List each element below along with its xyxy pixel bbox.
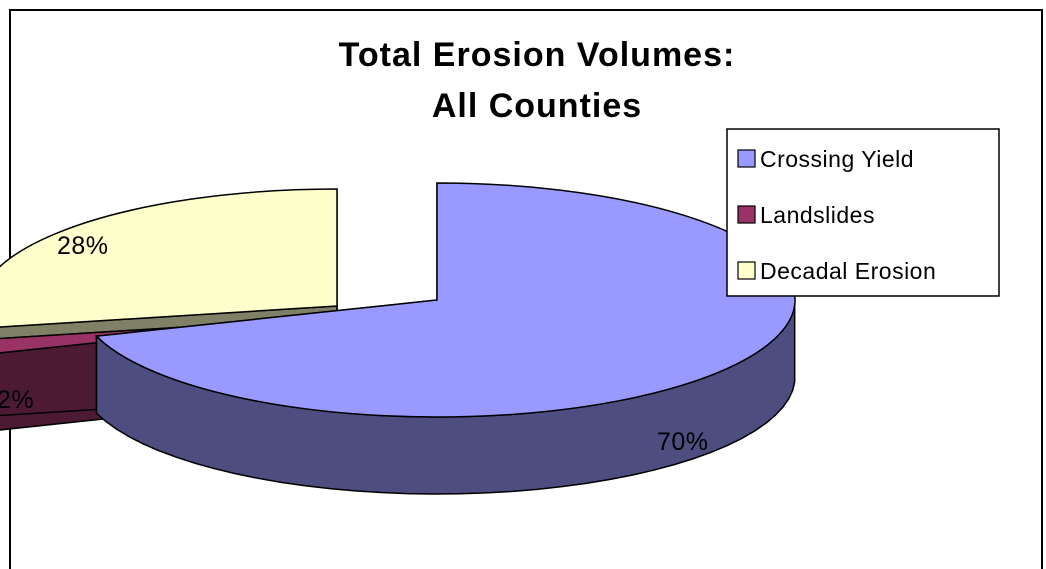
legend-swatch-crossing-yield xyxy=(737,149,756,168)
legend-label-landslides: Landslides xyxy=(760,202,875,228)
legend-box xyxy=(726,128,1000,297)
slice-top-decadal-erosion xyxy=(0,188,338,328)
pie-slices xyxy=(0,182,796,495)
data-label-crossing-yield: 70% xyxy=(657,428,709,456)
data-label-decadal-erosion: 28% xyxy=(57,232,109,260)
slice-top-crossing-yield xyxy=(94,182,796,418)
legend: Crossing Yield Landslides Decadal Erosio… xyxy=(726,128,1000,297)
legend-label-decadal-erosion: Decadal Erosion xyxy=(760,258,936,284)
slice-top-landslides xyxy=(0,317,330,354)
legend-label-crossing-yield: Crossing Yield xyxy=(760,146,914,172)
data-label-landslides: 2% xyxy=(0,386,34,414)
chart-title: Total Erosion Volumes: All Counties xyxy=(339,36,736,125)
legend-swatch-decadal-erosion xyxy=(737,261,756,280)
chart-title-line-2: All Counties xyxy=(432,87,642,125)
slice-crossing-yield xyxy=(94,182,796,495)
chart-title-line-1: Total Erosion Volumes: xyxy=(339,36,736,74)
legend-swatch-landslides xyxy=(737,205,756,224)
